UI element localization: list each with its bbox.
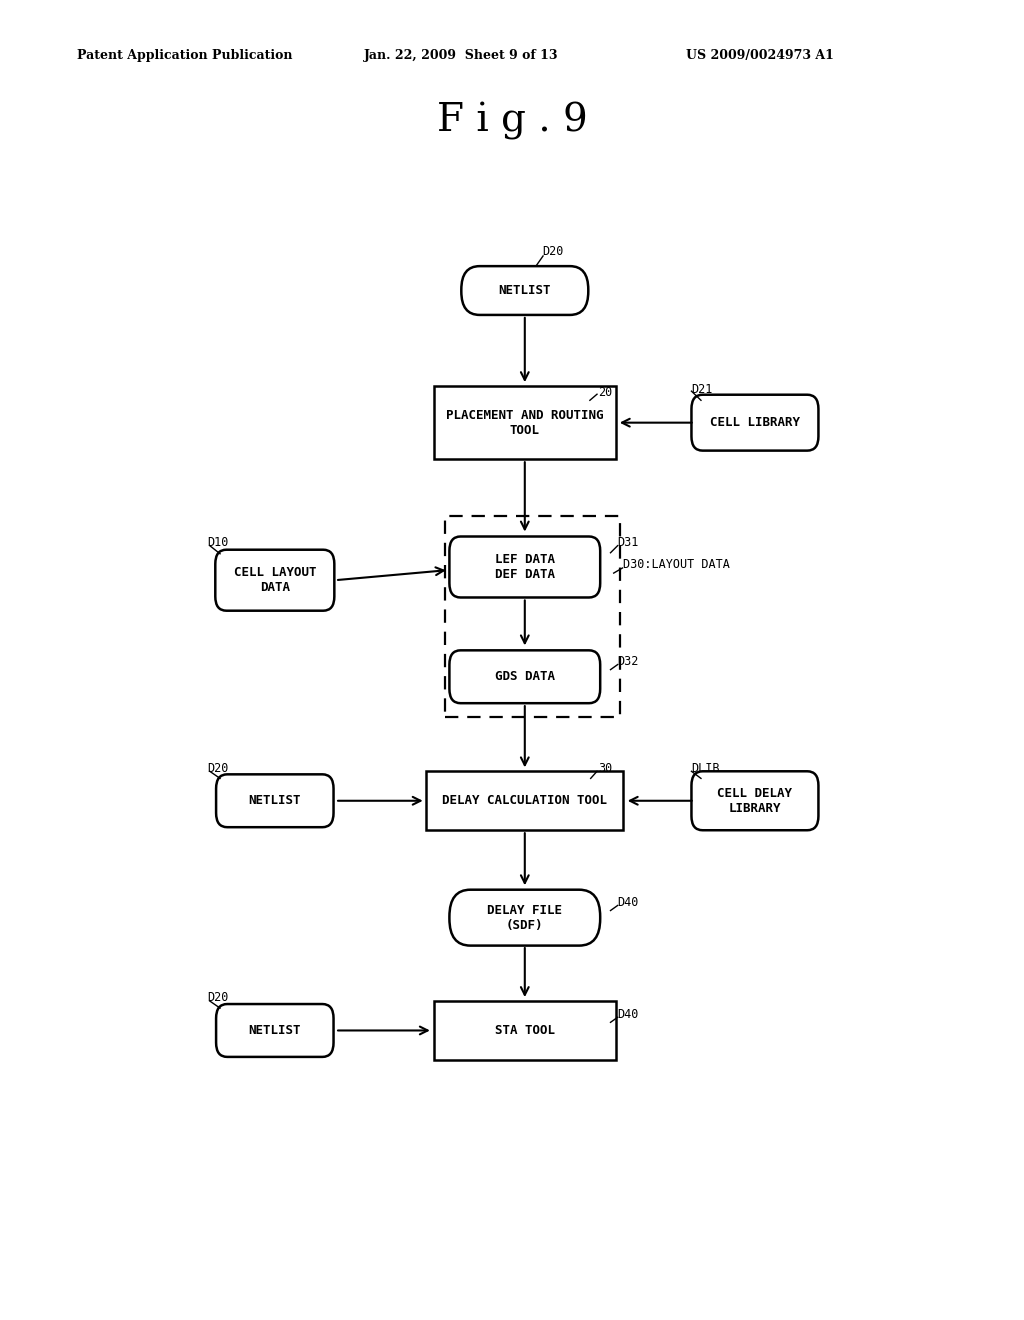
Text: NETLIST: NETLIST <box>499 284 551 297</box>
Text: CELL DELAY
LIBRARY: CELL DELAY LIBRARY <box>718 787 793 814</box>
Text: D30:LAYOUT DATA: D30:LAYOUT DATA <box>624 558 730 572</box>
FancyBboxPatch shape <box>426 771 624 830</box>
FancyBboxPatch shape <box>691 771 818 830</box>
Text: 20: 20 <box>598 385 612 399</box>
Text: DELAY FILE
(SDF): DELAY FILE (SDF) <box>487 904 562 932</box>
FancyBboxPatch shape <box>433 1001 616 1060</box>
FancyBboxPatch shape <box>450 536 600 598</box>
Text: GDS DATA: GDS DATA <box>495 671 555 684</box>
Text: F i g . 9: F i g . 9 <box>436 103 588 140</box>
Text: D21: D21 <box>691 383 713 396</box>
Text: Patent Application Publication: Patent Application Publication <box>77 49 292 62</box>
Text: CELL LAYOUT
DATA: CELL LAYOUT DATA <box>233 566 316 594</box>
Text: 30: 30 <box>598 762 612 775</box>
Text: D32: D32 <box>617 655 639 668</box>
Text: US 2009/0024973 A1: US 2009/0024973 A1 <box>686 49 834 62</box>
Text: DLIB: DLIB <box>691 762 720 775</box>
FancyBboxPatch shape <box>433 385 616 459</box>
FancyBboxPatch shape <box>450 651 600 704</box>
Text: D20: D20 <box>543 246 563 259</box>
Text: CELL LIBRARY: CELL LIBRARY <box>710 416 800 429</box>
Text: STA TOOL: STA TOOL <box>495 1024 555 1038</box>
Text: LEF DATA
DEF DATA: LEF DATA DEF DATA <box>495 553 555 581</box>
Text: D20: D20 <box>207 991 228 1005</box>
FancyBboxPatch shape <box>461 267 588 315</box>
FancyBboxPatch shape <box>216 775 334 828</box>
FancyBboxPatch shape <box>216 1005 334 1057</box>
Text: D40: D40 <box>617 1007 639 1020</box>
Text: NETLIST: NETLIST <box>249 1024 301 1038</box>
Text: D20: D20 <box>207 762 228 775</box>
FancyBboxPatch shape <box>691 395 818 450</box>
FancyBboxPatch shape <box>215 549 334 611</box>
Text: D40: D40 <box>617 896 639 909</box>
Text: D10: D10 <box>207 536 228 549</box>
Text: NETLIST: NETLIST <box>249 795 301 808</box>
Text: PLACEMENT AND ROUTING
TOOL: PLACEMENT AND ROUTING TOOL <box>446 409 603 437</box>
Text: D31: D31 <box>617 536 639 549</box>
Text: DELAY CALCULATION TOOL: DELAY CALCULATION TOOL <box>442 795 607 808</box>
FancyBboxPatch shape <box>450 890 600 945</box>
Text: Jan. 22, 2009  Sheet 9 of 13: Jan. 22, 2009 Sheet 9 of 13 <box>364 49 558 62</box>
